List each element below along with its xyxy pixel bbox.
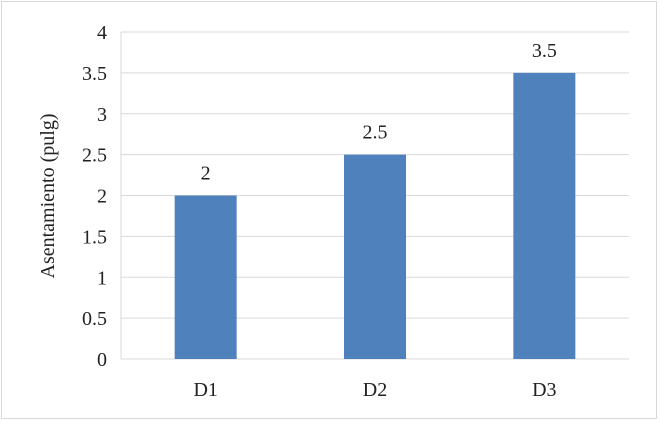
y-tick-label: 4 <box>97 22 107 44</box>
y-tick-label: 1 <box>97 267 107 289</box>
x-tick-labels: D1 D2 D3 <box>193 379 556 401</box>
bars <box>174 72 576 359</box>
data-label: 2 <box>201 163 211 185</box>
y-tick-label: 3 <box>97 104 107 126</box>
y-tick-label: 0 <box>97 349 107 371</box>
x-tick-label: D3 <box>532 379 556 401</box>
y-tick-label: 0.5 <box>82 308 107 330</box>
y-tick-label: 2 <box>97 186 107 208</box>
y-tick-label: 2.5 <box>82 145 107 167</box>
bar-d2 <box>344 154 406 359</box>
x-tick-label: D2 <box>363 379 387 401</box>
x-tick-label: D1 <box>193 379 217 401</box>
y-tick-label: 1.5 <box>82 226 107 248</box>
bar-d3 <box>513 72 576 359</box>
y-tick-labels: 0 0.5 1 1.5 2 2.5 3 3.5 4 <box>82 22 107 371</box>
data-label: 3.5 <box>532 40 557 62</box>
y-tick-label: 3.5 <box>82 63 107 85</box>
bar-d1 <box>174 195 237 359</box>
data-label: 2.5 <box>363 122 388 144</box>
y-axis-title: Asentamiento (pulg) <box>37 114 59 279</box>
data-labels: 2 2.5 3.5 <box>201 40 557 185</box>
